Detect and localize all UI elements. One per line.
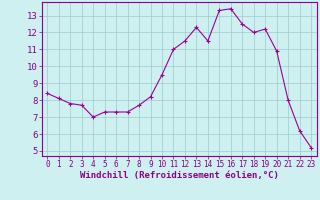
X-axis label: Windchill (Refroidissement éolien,°C): Windchill (Refroidissement éolien,°C) (80, 171, 279, 180)
